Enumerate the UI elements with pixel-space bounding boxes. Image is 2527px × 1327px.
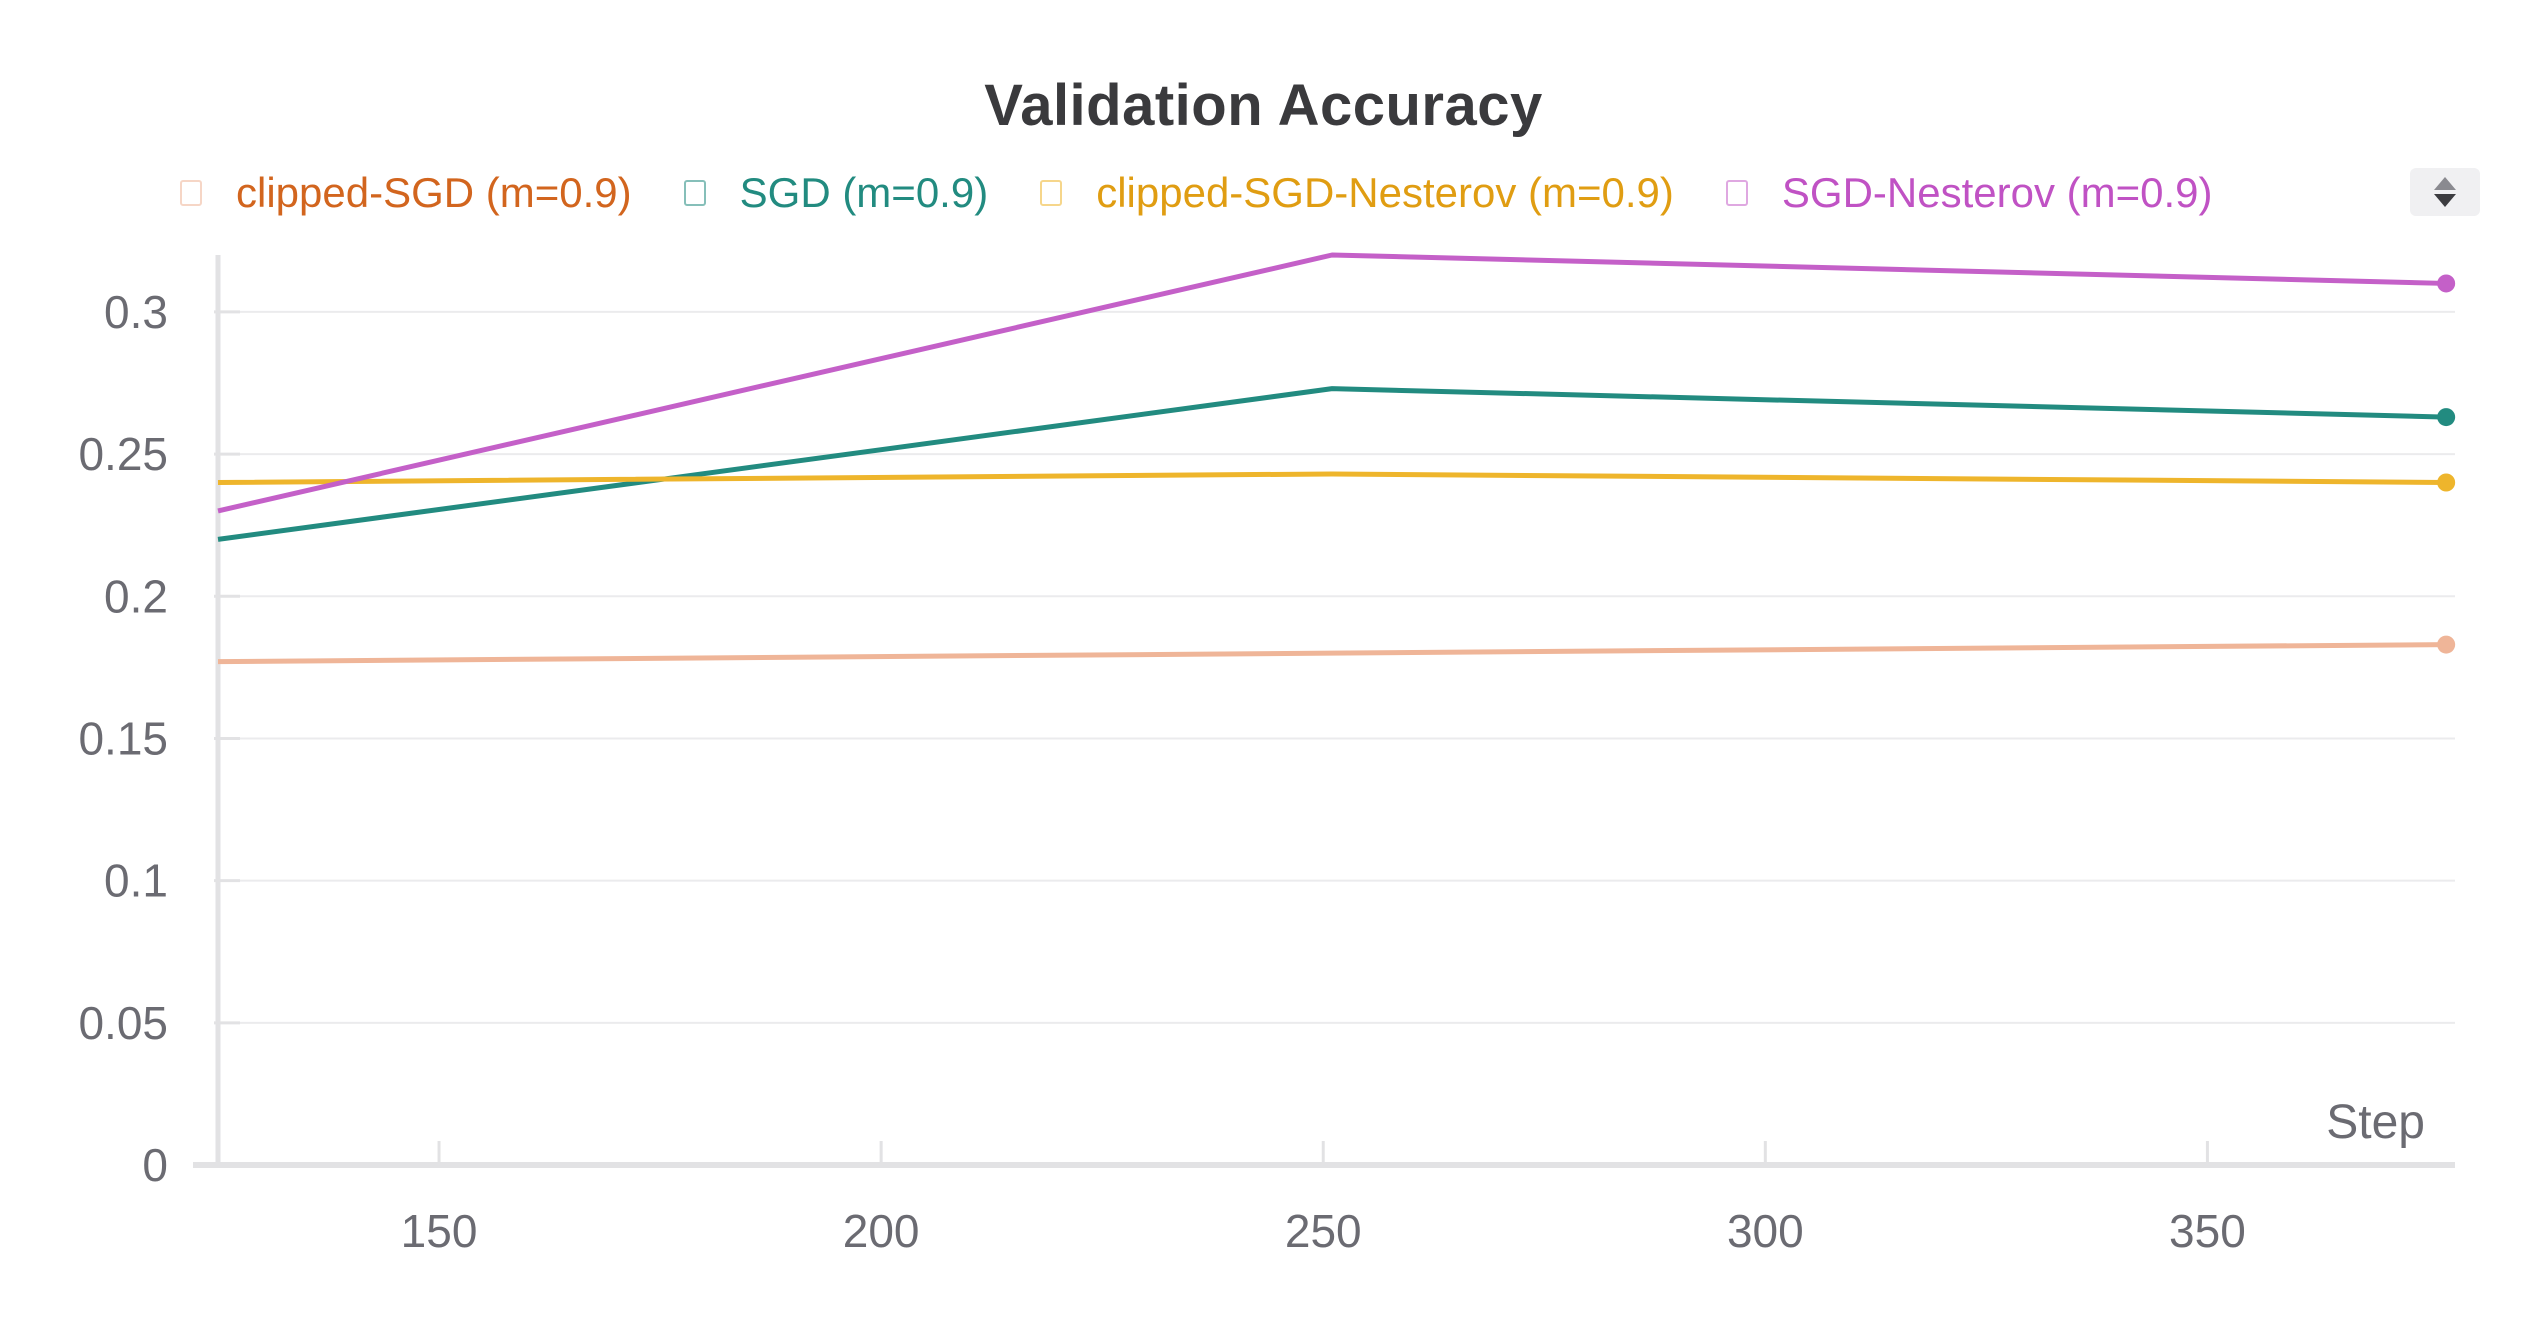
y-tick-label: 0.3 bbox=[104, 286, 168, 338]
scroll-down-icon bbox=[2434, 194, 2456, 207]
chart-title: Validation Accuracy bbox=[984, 73, 1543, 138]
data-point bbox=[2437, 408, 2456, 427]
legend-swatch-icon bbox=[683, 180, 706, 206]
data-point bbox=[2437, 473, 2456, 492]
data-point bbox=[2437, 274, 2456, 293]
legend: clipped-SGD (m=0.9) SGD (m=0.9) clipped-… bbox=[180, 158, 2265, 228]
legend-item-sgd[interactable]: SGD (m=0.9) bbox=[683, 169, 989, 217]
x-tick-label: 300 bbox=[1727, 1205, 1804, 1257]
legend-label: clipped-SGD-Nesterov (m=0.9) bbox=[1096, 169, 1674, 216]
x-tick-label: 250 bbox=[1285, 1205, 1362, 1257]
series-line bbox=[217, 471, 2447, 485]
y-tick-label: 0 bbox=[142, 1139, 168, 1191]
legend-swatch-icon bbox=[1725, 180, 1748, 206]
legend-item-clipped-sgd[interactable]: clipped-SGD (m=0.9) bbox=[180, 169, 632, 217]
legend-label: clipped-SGD (m=0.9) bbox=[236, 169, 632, 216]
data-point bbox=[2437, 635, 2456, 654]
x-axis-title: Step bbox=[2326, 1096, 2425, 1149]
y-tick-label: 0.15 bbox=[78, 712, 168, 764]
y-tick-label: 0.25 bbox=[78, 428, 168, 480]
y-tick-label: 0.1 bbox=[104, 855, 168, 907]
x-tick-label: 200 bbox=[843, 1205, 920, 1257]
legend-swatch-icon bbox=[1040, 180, 1063, 206]
x-tick-label: 150 bbox=[401, 1205, 478, 1257]
x-tick-label: 350 bbox=[2169, 1205, 2246, 1257]
y-tick-label: 0.2 bbox=[104, 570, 168, 622]
series-line bbox=[217, 386, 2447, 542]
y-tick-label: 0.05 bbox=[78, 997, 168, 1049]
scroll-up-icon bbox=[2434, 177, 2456, 190]
legend-label: SGD (m=0.9) bbox=[739, 169, 989, 216]
legend-swatch-icon bbox=[180, 180, 202, 206]
legend-item-clipped-sgd-nesterov[interactable]: clipped-SGD-Nesterov (m=0.9) bbox=[1040, 169, 1674, 217]
legend-item-sgd-nesterov[interactable]: SGD-Nesterov (m=0.9) bbox=[1725, 169, 2213, 217]
legend-label: SGD-Nesterov (m=0.9) bbox=[1781, 169, 2213, 216]
legend-scroll-button[interactable] bbox=[2410, 168, 2480, 216]
